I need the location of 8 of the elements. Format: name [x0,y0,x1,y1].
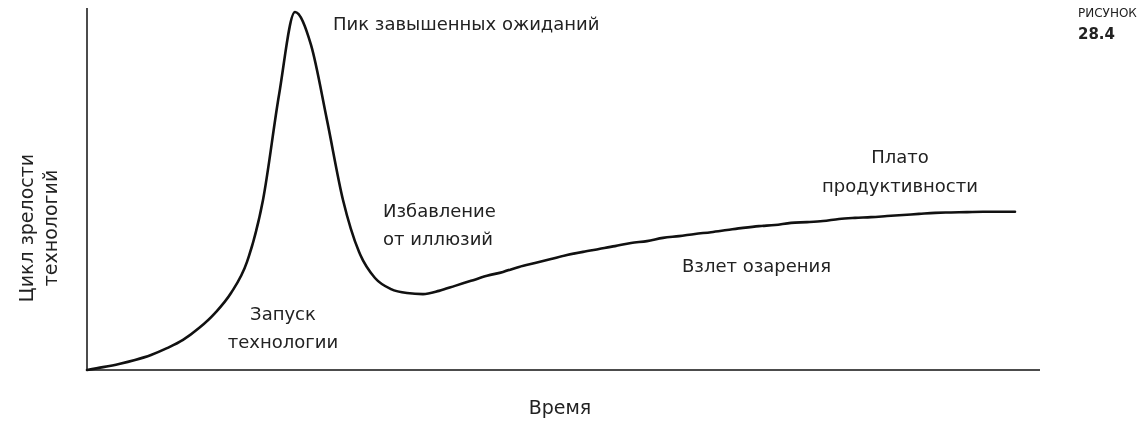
annotation: Взлет озарения [682,255,832,276]
text: РИСУНОК 28.4 [1078,6,1138,43]
annotation: Избавление от иллюзий [383,200,496,249]
y-axis-title: Цикл зрелости технологий [15,153,61,303]
x-axis-title: Время [528,396,592,418]
annotation: Пик завышенных ожиданий [333,13,600,34]
annotation: Запуск технологии [227,303,339,352]
annotation: Плато продуктивности [822,146,978,196]
